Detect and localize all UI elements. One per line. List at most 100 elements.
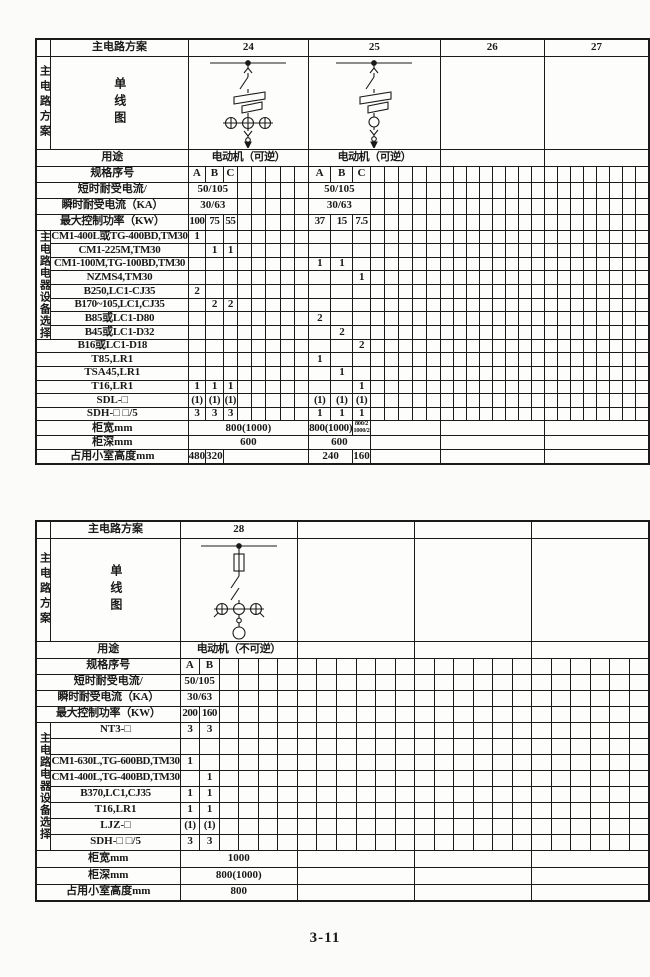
empty-diagram-cell <box>414 537 533 642</box>
side-label: 主电路方案 <box>35 537 52 642</box>
spec-letter-cell <box>375 657 396 675</box>
spec-letter-cell <box>622 165 637 183</box>
quantity-cell <box>543 256 559 272</box>
row-label: 柜深mm <box>35 866 181 885</box>
quantity-cell <box>530 243 545 258</box>
rating-value: 50/105 <box>179 673 220 691</box>
spec-letter-cell <box>277 657 298 675</box>
quantity-cell <box>465 297 480 313</box>
quantity-cell <box>570 338 585 354</box>
quantity-cell <box>425 352 441 367</box>
quantity-cell: 1 <box>187 229 207 245</box>
usage-value <box>439 148 545 167</box>
quantity-cell <box>187 352 207 367</box>
power-value-cell: 37 <box>308 213 332 231</box>
grid-cell <box>628 689 650 707</box>
quantity-cell <box>622 284 637 299</box>
grid-cell <box>596 197 611 215</box>
quantity-cell <box>352 256 371 272</box>
quantity-cell <box>433 801 455 819</box>
quantity-cell <box>394 801 416 819</box>
quantity-cell <box>609 352 624 367</box>
quantity-cell <box>265 243 281 258</box>
quantity-cell <box>433 721 455 739</box>
quantity-cell <box>609 721 630 739</box>
quantity-cell <box>279 243 295 258</box>
power-value-cell: 15 <box>330 213 354 231</box>
corner-cell <box>35 520 52 539</box>
quantity-cell <box>491 338 506 354</box>
grid-cell <box>589 689 611 707</box>
quantity-cell <box>296 785 318 803</box>
quantity-cell <box>609 379 624 395</box>
quantity-cell <box>543 352 559 367</box>
quantity-cell <box>570 753 591 771</box>
quantity-cell <box>609 338 624 354</box>
quantity-cell <box>316 801 337 819</box>
quantity-cell <box>439 379 454 395</box>
grid-cell <box>316 689 337 707</box>
quantity-cell <box>478 352 493 367</box>
power-value-cell <box>433 705 455 723</box>
quantity-cell <box>218 833 240 851</box>
quantity-cell <box>352 284 371 299</box>
quantity-cell: 3 <box>199 833 220 851</box>
quantity-cell <box>530 352 545 367</box>
quantity-cell <box>550 753 572 771</box>
empty-diagram-cell <box>439 55 545 150</box>
spec-letter-cell: A <box>308 165 332 183</box>
quantity-cell <box>218 801 240 819</box>
quantity-cell <box>383 229 399 245</box>
quantity-cell <box>279 284 295 299</box>
power-value-cell: 160 <box>199 705 220 723</box>
quantity-cell <box>411 270 427 286</box>
page-number: 3-11 <box>309 930 341 946</box>
quantity-cell <box>187 270 207 286</box>
quantity-cell <box>335 785 357 803</box>
quantity-cell: 2 <box>352 338 371 354</box>
quantity-cell <box>609 801 630 819</box>
quantity-cell <box>236 324 253 340</box>
quantity-cell <box>583 256 598 272</box>
quantity-cell: 2 <box>330 324 354 340</box>
quantity-cell <box>375 769 396 787</box>
quantity-cell <box>414 785 435 803</box>
grid-cell <box>335 689 357 707</box>
quantity-cell <box>236 406 253 422</box>
spec-letter-cell: A <box>187 165 207 183</box>
quantity-cell <box>238 769 259 787</box>
equipment-label: T16,LR1 <box>50 801 181 819</box>
grid-cell <box>238 689 259 707</box>
row-label: 最大控制功率（KW） <box>35 705 181 723</box>
quantity-cell <box>411 311 427 326</box>
grid-cell <box>316 673 337 691</box>
grid-cell <box>236 197 253 215</box>
quantity-cell <box>352 324 371 340</box>
quantity-cell <box>491 229 506 245</box>
quantity-cell: (1) <box>330 393 354 408</box>
quantity-cell <box>609 284 624 299</box>
quantity-cell <box>596 243 611 258</box>
grid-cell <box>369 181 385 199</box>
power-value-cell <box>257 705 279 723</box>
quantity-cell <box>622 324 637 340</box>
power-value-cell <box>596 213 611 231</box>
grid-cell <box>397 181 413 199</box>
quantity-cell <box>452 338 467 354</box>
grid-cell <box>293 181 310 199</box>
empty-diagram-cell <box>531 537 650 642</box>
row-label: 柜宽mm <box>35 849 181 868</box>
quantity-cell <box>628 721 650 739</box>
quantity-cell <box>369 406 385 422</box>
dimension-cell <box>296 883 416 902</box>
spec-letter-cell <box>218 657 240 675</box>
quantity-cell <box>583 229 598 245</box>
quantity-cell <box>452 393 467 408</box>
quantity-cell <box>517 365 532 381</box>
quantity-cell <box>375 801 396 819</box>
quantity-cell <box>570 801 591 819</box>
quantity-cell <box>504 379 519 395</box>
grid-cell <box>511 673 533 691</box>
quantity-cell <box>465 284 480 299</box>
quantity-cell <box>596 297 611 313</box>
